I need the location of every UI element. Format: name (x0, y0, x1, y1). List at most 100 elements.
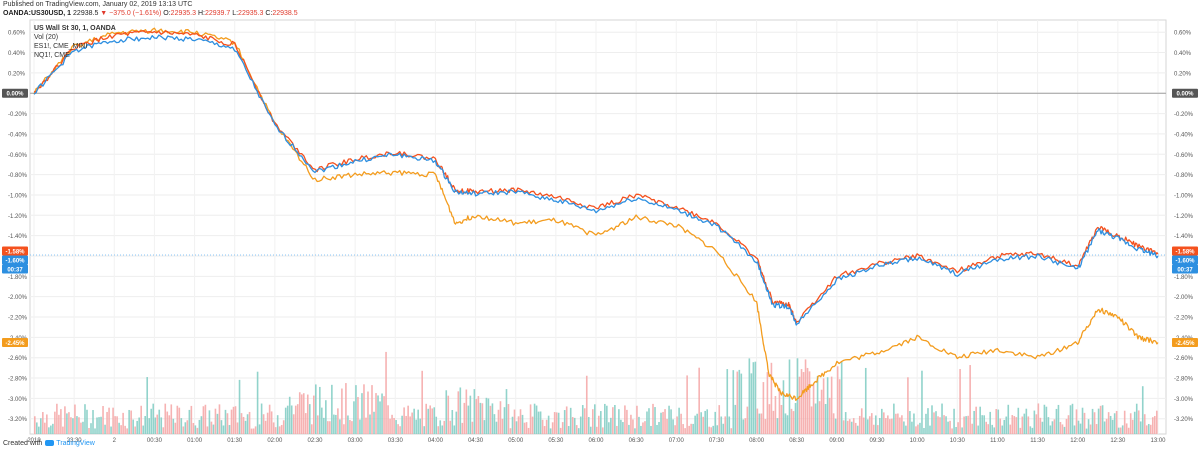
volume-bar (806, 367, 809, 434)
volume-bar (224, 409, 227, 434)
volume-bar (383, 396, 385, 434)
volume-bar (130, 410, 132, 434)
volume-bar (70, 417, 72, 434)
volume-bar (206, 426, 209, 434)
volume-bar (577, 428, 580, 434)
volume-bar (804, 359, 807, 434)
open-value: 22935.3 (170, 10, 196, 17)
volume-bar (897, 413, 899, 434)
volume-bar (720, 416, 723, 434)
x-tick-label: 08:30 (789, 438, 805, 444)
volume-bar (620, 419, 622, 434)
volume-bar (208, 410, 211, 434)
volume-bar (708, 426, 711, 434)
volume-bar (850, 421, 853, 434)
red-tag-right-bg (1172, 246, 1198, 256)
volume-bar (1113, 413, 1116, 434)
volume-bar (666, 418, 668, 434)
volume-bar (638, 416, 640, 434)
volume-bar (449, 420, 452, 434)
volume-bar (62, 426, 64, 434)
volume-bar (353, 401, 355, 434)
volume-bar (589, 426, 592, 434)
volume-bar (953, 408, 955, 434)
volume-bar (1101, 405, 1104, 434)
volume-bar (971, 423, 973, 434)
volume-bar (1109, 415, 1112, 434)
volume-bar (152, 403, 155, 434)
x-tick-label: 06:30 (629, 438, 645, 444)
volume-bar (104, 424, 106, 434)
volume-bar (1099, 405, 1102, 434)
volume-bar (864, 367, 867, 434)
volume-bar (931, 405, 933, 434)
volume-bar (537, 411, 540, 434)
volume-bar (142, 425, 144, 434)
volume-bar (226, 413, 229, 434)
volume-bar (1067, 415, 1070, 434)
volume-bar (1031, 427, 1034, 434)
volume-bar (903, 421, 905, 434)
y-tick-label-right: -1.80% (1174, 275, 1194, 281)
volume-bar (266, 412, 269, 434)
blue-tag-right: -1.60% (1175, 258, 1195, 264)
published-text: Published on TradingView.com, January 02… (3, 1, 193, 8)
red-tag-right: -1.58% (1175, 249, 1195, 255)
volume-bar (461, 422, 464, 434)
x-tick-label: 11:30 (1030, 438, 1045, 444)
y-tick-label-right: -3.20% (1174, 417, 1194, 423)
volume-bar (604, 403, 606, 434)
volume-bar (738, 369, 741, 434)
x-tick-label: 08:00 (749, 438, 765, 444)
volume-bar (591, 409, 594, 434)
volume-bar (76, 416, 78, 434)
volume-bar (505, 389, 508, 434)
volume-bar (375, 393, 377, 434)
volume-bar (455, 411, 458, 434)
volume-bar (1125, 423, 1128, 434)
footer-brand[interactable]: TradingView (56, 440, 95, 447)
volume-bar (664, 409, 666, 434)
volume-bar (1117, 427, 1120, 434)
volume-bar (343, 424, 345, 434)
volume-bar (124, 425, 126, 434)
red-tag-left: -1.58% (5, 249, 25, 255)
volume-bar (668, 405, 670, 434)
volume-bar (784, 413, 787, 434)
volume-bar (600, 411, 602, 434)
volume-bar (981, 415, 983, 434)
volume-bar (740, 373, 743, 434)
volume-bar (300, 394, 303, 434)
volume-bar (178, 407, 181, 434)
volume-bar (290, 405, 293, 434)
y-tick-label-left: -0.40% (8, 132, 28, 138)
volume-bar (553, 412, 556, 434)
low-label: L: (232, 10, 239, 17)
volume-bar (381, 393, 383, 434)
volume-bar (877, 425, 879, 434)
volume-bar (321, 407, 323, 434)
volume-bar (254, 426, 257, 434)
volume-bar (312, 395, 315, 434)
volume-bar (593, 404, 596, 434)
volume-bar (658, 421, 660, 434)
volume-bar (1047, 417, 1050, 434)
volume-bar (1033, 410, 1036, 434)
volume-bar (559, 427, 562, 434)
volume-bar (258, 424, 261, 434)
volume-bar (628, 424, 630, 434)
volume-bar (110, 426, 112, 434)
volume-bar (963, 416, 965, 434)
volume-bar (728, 416, 731, 434)
volume-bar (700, 412, 702, 434)
volume-bar (481, 403, 484, 434)
y-tick-label-left: 0.60% (8, 31, 26, 37)
volume-bar (387, 405, 389, 434)
x-tick-label: 09:00 (829, 438, 845, 444)
volume-bar (298, 392, 301, 434)
volume-bar (1023, 413, 1026, 434)
volume-bar (329, 421, 331, 434)
volume-bar (202, 406, 205, 434)
volume-bar (571, 417, 574, 434)
